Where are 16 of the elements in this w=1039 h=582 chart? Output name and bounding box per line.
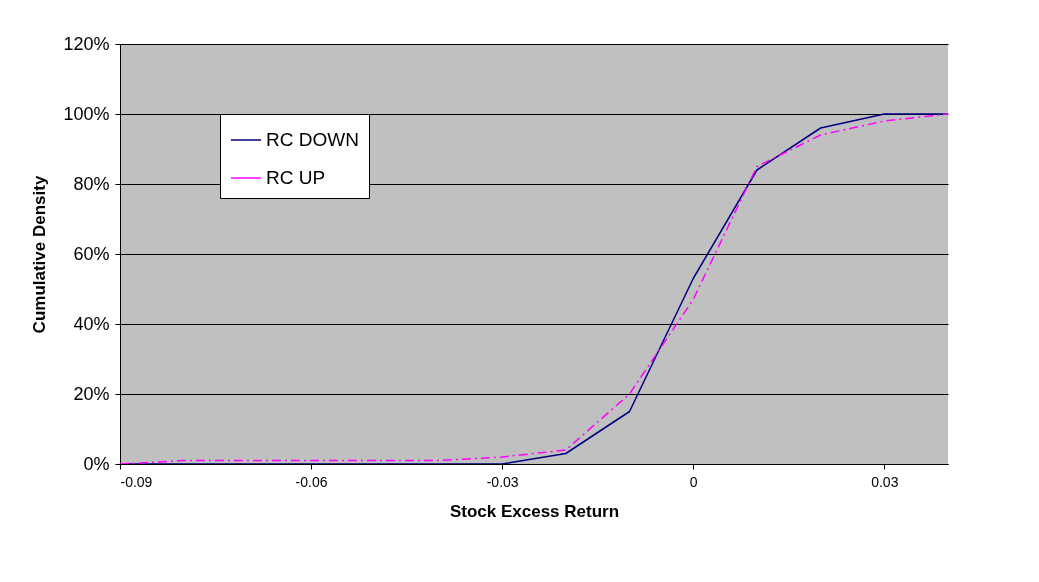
x-axis-title: Stock Excess Return	[449, 501, 620, 521]
y-tick-label: 120%	[63, 33, 110, 54]
y-tick-label: 80%	[73, 173, 110, 194]
y-tick-label: 0%	[83, 453, 110, 474]
x-tick-label: -0.06	[295, 473, 328, 490]
x-tick-label: 0	[689, 473, 698, 490]
legend-label: RC UP	[266, 167, 326, 188]
legend-label: RC DOWN	[266, 129, 359, 150]
x-tick-label: -0.03	[486, 473, 519, 490]
x-tick-label: 0.03	[871, 473, 899, 490]
y-tick-label: 20%	[73, 383, 110, 404]
x-tick-label: -0.09	[120, 473, 153, 490]
y-axis-title: Cumulative Density	[30, 175, 50, 334]
y-tick-label: 100%	[63, 103, 110, 124]
y-tick-label: 60%	[73, 243, 110, 264]
y-tick-label: 40%	[73, 313, 110, 334]
